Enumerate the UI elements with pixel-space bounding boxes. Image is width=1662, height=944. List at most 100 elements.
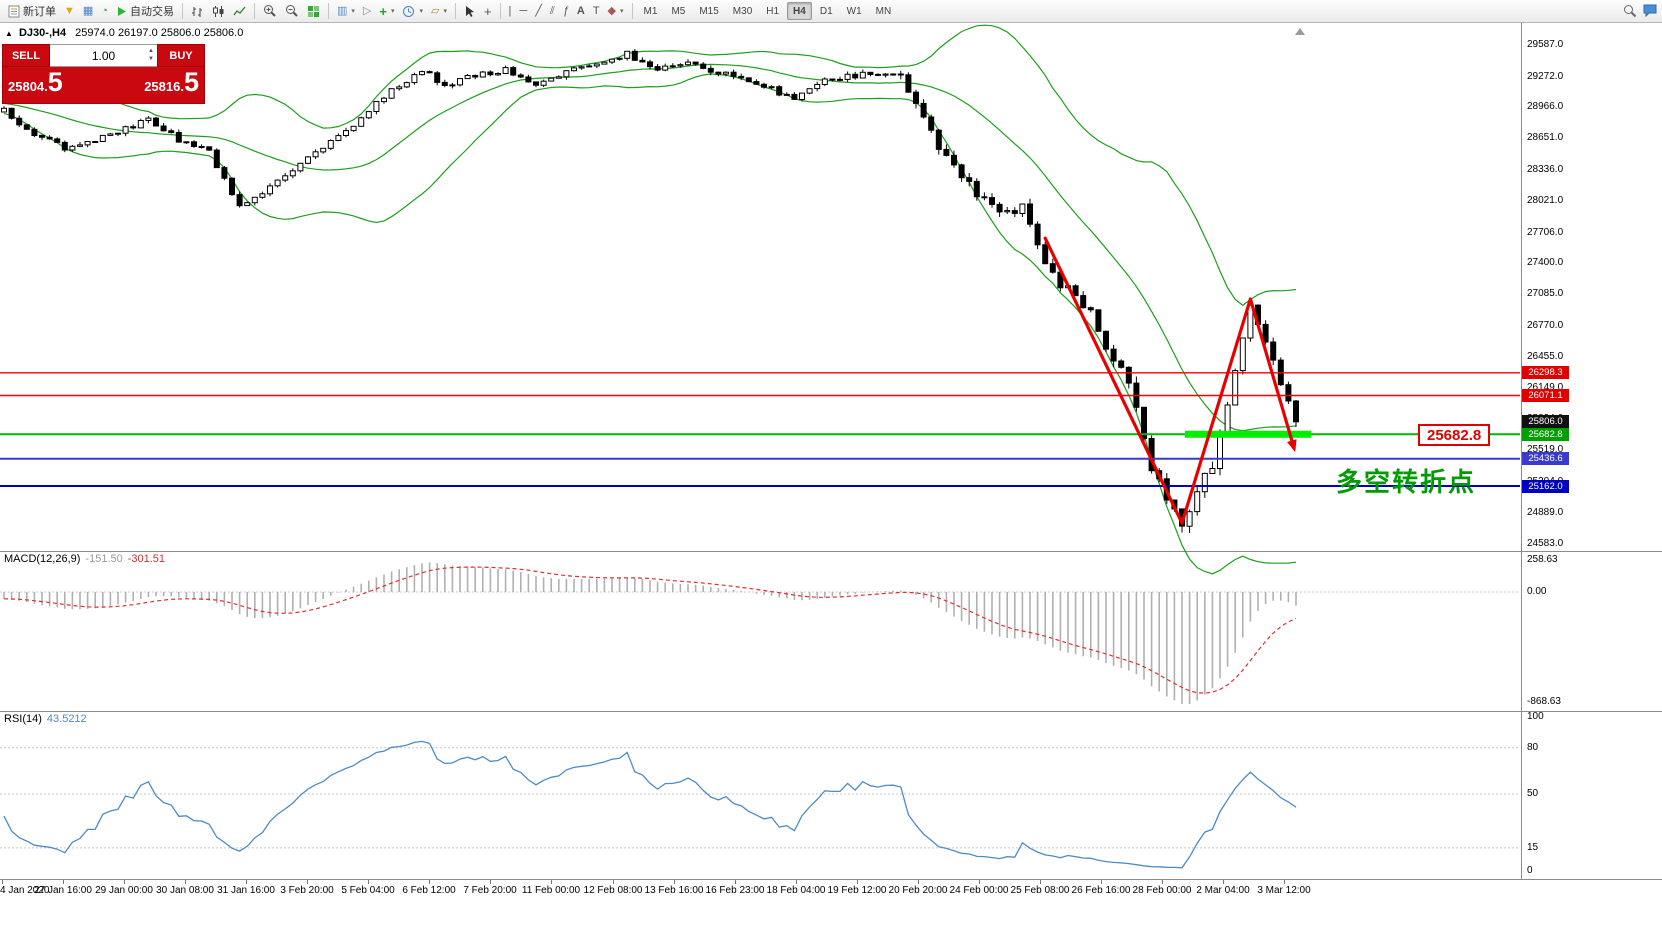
price-axis-label: 28966.0 bbox=[1527, 101, 1564, 112]
price-axis-label: 27706.0 bbox=[1527, 227, 1564, 238]
time-axis-tick bbox=[857, 880, 858, 884]
candlestick-chart-icon[interactable] bbox=[208, 1, 229, 21]
zoom-out-icon[interactable] bbox=[281, 1, 303, 21]
chart-shift-icon[interactable]: ▷ bbox=[362, 4, 372, 17]
turning-point-annotation: 多空转折点 bbox=[1336, 467, 1477, 497]
one-click-trading-panel: SELL 1.00 ▲ ▼ BUY 25804.5 25816.5 bbox=[2, 44, 205, 104]
volume-spinner[interactable]: ▲ ▼ bbox=[148, 48, 154, 62]
time-axis-tick bbox=[1101, 880, 1102, 884]
navigator-icon[interactable]: ◔ bbox=[101, 4, 108, 17]
time-axis-label: 26 Feb 16:00 bbox=[1071, 885, 1131, 896]
price-axis-label: 24583.0 bbox=[1527, 538, 1564, 549]
price-axis-label: 26770.0 bbox=[1527, 320, 1564, 331]
time-axis-tick bbox=[1162, 880, 1163, 884]
macd-scale-label: -868.63 bbox=[1527, 696, 1561, 707]
timeframe-D1[interactable]: D1 bbox=[814, 2, 839, 20]
timeframe-M5[interactable]: M5 bbox=[665, 2, 691, 20]
volume-value: 1.00 bbox=[91, 48, 116, 63]
price-axis-label: 26149.0 bbox=[1527, 382, 1564, 393]
time-axis-label: 6 Feb 12:00 bbox=[402, 885, 456, 896]
price-callout[interactable]: 25682.8 bbox=[1418, 424, 1491, 446]
toolbar-separator bbox=[327, 3, 329, 19]
auto-trading-label: 自动交易 bbox=[129, 6, 174, 18]
macd-scale-label: 0.00 bbox=[1527, 586, 1547, 597]
time-axis-label: 19 Feb 12:00 bbox=[827, 885, 887, 896]
rsi-value: 43.5212 bbox=[46, 713, 87, 725]
horizontal-line-icon[interactable]: ─ bbox=[519, 4, 528, 17]
tile-windows-icon[interactable] bbox=[303, 1, 324, 21]
time-axis-tick bbox=[124, 880, 125, 884]
template-icon[interactable]: ▱ ▾ bbox=[430, 4, 447, 17]
symbol-name: DJ30-,H4 bbox=[18, 27, 67, 39]
collapse-triangle-icon[interactable]: ▲ bbox=[5, 29, 13, 38]
rsi-scale-label: 100 bbox=[1527, 711, 1544, 722]
current-price-badge: 25806.0 bbox=[1522, 415, 1569, 428]
toolbar-separator bbox=[454, 3, 456, 19]
trendline-icon[interactable]: ╱ bbox=[535, 4, 542, 17]
search-icon[interactable] bbox=[1623, 4, 1637, 18]
timeframe-H1[interactable]: H1 bbox=[760, 2, 785, 20]
play-icon bbox=[116, 6, 127, 17]
price-axis-label: 25519.0 bbox=[1527, 444, 1564, 455]
chat-icon[interactable] bbox=[1643, 4, 1658, 18]
timeframe-M1[interactable]: M1 bbox=[638, 2, 664, 20]
vertical-line-icon[interactable]: | bbox=[508, 4, 512, 17]
time-axis-tick bbox=[613, 880, 614, 884]
trade-prices[interactable]: 25804.5 25816.5 bbox=[2, 67, 205, 104]
time-axis[interactable]: 4 Jan 2020 27 Jan 16:00 29 Jan 00:00 30 Jan… bbox=[0, 880, 1662, 900]
text-icon[interactable]: A bbox=[576, 4, 585, 17]
time-axis-label: 3 Feb 20:00 bbox=[280, 885, 334, 896]
timeframe-group: M1 M5 M15 M30 H1 H4 D1 W1 MN bbox=[637, 2, 899, 20]
line-chart-icon[interactable] bbox=[229, 1, 250, 21]
price-axis-label: 28651.0 bbox=[1527, 132, 1564, 143]
new-order-button[interactable]: 新订单 bbox=[4, 1, 60, 21]
time-axis-label: 18 Feb 04:00 bbox=[766, 885, 826, 896]
auto-trading-button[interactable]: 自动交易 bbox=[112, 1, 178, 21]
chart-shift-marker bbox=[1295, 28, 1305, 35]
level-price-badge: 25436.6 bbox=[1522, 452, 1569, 465]
add-indicator-icon[interactable]: + ▾ bbox=[379, 3, 395, 19]
time-axis-tick bbox=[185, 880, 186, 884]
text-label-icon[interactable]: T bbox=[592, 4, 600, 17]
timeframe-W1[interactable]: W1 bbox=[841, 2, 868, 20]
data-window-icon[interactable]: ▦ bbox=[82, 4, 94, 17]
timeframe-M15[interactable]: M15 bbox=[693, 2, 724, 20]
sell-price: 25804.5 bbox=[8, 67, 63, 97]
level-price-badge: 26298.3 bbox=[1522, 366, 1569, 379]
time-axis-tick bbox=[63, 880, 64, 884]
time-axis-tick bbox=[429, 880, 430, 884]
cursor-icon[interactable] bbox=[460, 1, 480, 21]
time-axis-label: 30 Jan 08:00 bbox=[156, 885, 214, 896]
time-axis-label: 3 Mar 12:00 bbox=[1257, 885, 1311, 896]
clock-icon[interactable]: ▾ bbox=[398, 1, 427, 21]
volume-field[interactable]: 1.00 ▲ ▼ bbox=[50, 44, 157, 67]
timeframe-M30[interactable]: M30 bbox=[727, 2, 758, 20]
chart-profile-icon[interactable]: ▼ bbox=[64, 4, 75, 17]
time-axis-label: 11 Feb 00:00 bbox=[521, 885, 581, 896]
buy-button[interactable]: BUY bbox=[157, 44, 205, 67]
ohlc-values: 25974.0 26197.0 25806.0 25806.0 bbox=[75, 27, 244, 39]
fibonacci-icon[interactable]: ƒ bbox=[562, 4, 569, 17]
crosshair-icon[interactable]: + bbox=[483, 3, 492, 19]
zoom-in-icon[interactable] bbox=[259, 1, 281, 21]
timeframe-MN[interactable]: MN bbox=[870, 2, 898, 20]
level-price-badge: 25162.0 bbox=[1522, 480, 1569, 493]
macd-scale-label: 258.63 bbox=[1527, 554, 1558, 565]
price-axis-label: 27400.0 bbox=[1527, 257, 1564, 268]
time-axis-label: 2 Mar 04:00 bbox=[1196, 885, 1250, 896]
time-axis-tick bbox=[918, 880, 919, 884]
sell-button[interactable]: SELL bbox=[2, 44, 50, 67]
bar-chart-icon[interactable] bbox=[187, 1, 208, 21]
buy-price: 25816.5 bbox=[144, 67, 199, 97]
time-axis-label: 7 Feb 20:00 bbox=[463, 885, 517, 896]
shapes-dropdown-icon[interactable]: ◆ ▾ bbox=[607, 4, 624, 17]
time-axis-label: 27 Jan 16:00 bbox=[34, 885, 92, 896]
rsi-scale-label: 15 bbox=[1527, 842, 1539, 853]
auto-arrange-icon[interactable]: ▥ ▾ bbox=[336, 4, 355, 17]
timeframe-H4[interactable]: H4 bbox=[787, 2, 812, 20]
channel-icon[interactable]: ⫽ bbox=[549, 4, 555, 17]
time-axis-label: 25 Feb 08:00 bbox=[1010, 885, 1070, 896]
time-axis-label: 12 Feb 08:00 bbox=[583, 885, 643, 896]
time-axis-tick bbox=[796, 880, 797, 884]
